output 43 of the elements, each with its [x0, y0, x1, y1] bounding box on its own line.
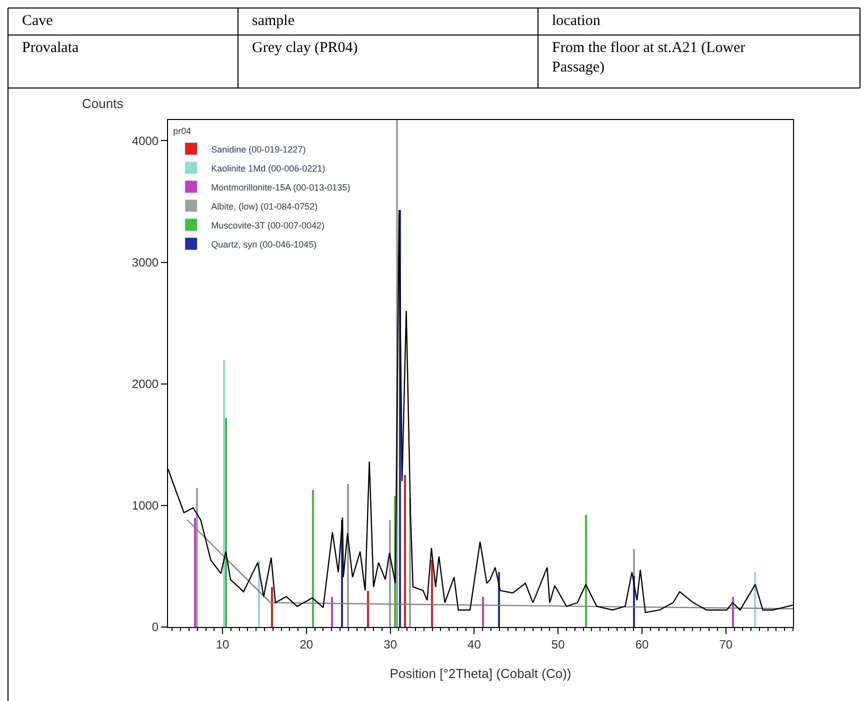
text: Grey clay (PR04): [252, 40, 358, 56]
y-tick-label: 4000: [132, 134, 159, 148]
x-tick-label: 20: [300, 637, 314, 652]
bar: [196, 488, 198, 627]
text: Cave: [22, 13, 54, 29]
bar: [754, 572, 756, 627]
x-tick-label: 50: [551, 637, 566, 652]
legend-label: Montmorillonite-15A (00-013-0135): [211, 182, 350, 192]
bar: [223, 360, 225, 627]
bar: [347, 484, 349, 627]
bar: [431, 560, 433, 627]
bar: [585, 515, 587, 627]
y-tick-label: 0: [152, 620, 159, 634]
text: Provalata: [22, 40, 79, 56]
bar: [482, 597, 484, 627]
legend-title: pr04: [173, 126, 192, 136]
legend-label: Quartz, syn (00-046-1045): [211, 239, 317, 250]
legend-label: Sanidine (00-019-1227): [211, 144, 306, 154]
bar: [312, 490, 314, 627]
x-tick-label: 60: [635, 637, 649, 652]
bar: [367, 591, 369, 627]
bar: [271, 587, 273, 627]
bar: [404, 475, 406, 627]
bar: [389, 520, 391, 627]
y-axis-title: Counts: [82, 96, 124, 111]
x-tick-label: 40: [468, 637, 482, 652]
bar: [732, 597, 734, 627]
y-tick-label: 1000: [132, 498, 159, 513]
text: sample: [252, 13, 295, 29]
legend-label: Muscovite-3T (00-007-0042): [211, 220, 325, 230]
bar: [331, 597, 333, 627]
x-tick-label: 70: [719, 637, 733, 652]
legend-label: Albite, (low) (01-084-0752): [211, 201, 318, 212]
x-tick-label: 10: [216, 637, 230, 652]
x-tick-label: 30: [384, 637, 398, 652]
y-tick-label: 2000: [132, 377, 159, 392]
y-tick-label: 3000: [132, 255, 159, 270]
bar: [194, 518, 196, 627]
bar: [225, 418, 227, 627]
text: From the floor at st.A21 (Lower Passage): [552, 40, 746, 76]
x-axis-title: Position [°2Theta] (Cobalt (Co)): [390, 666, 572, 681]
legend-label: Kaolinite 1Md (00-006-0221): [211, 163, 326, 174]
text: location: [552, 13, 601, 29]
